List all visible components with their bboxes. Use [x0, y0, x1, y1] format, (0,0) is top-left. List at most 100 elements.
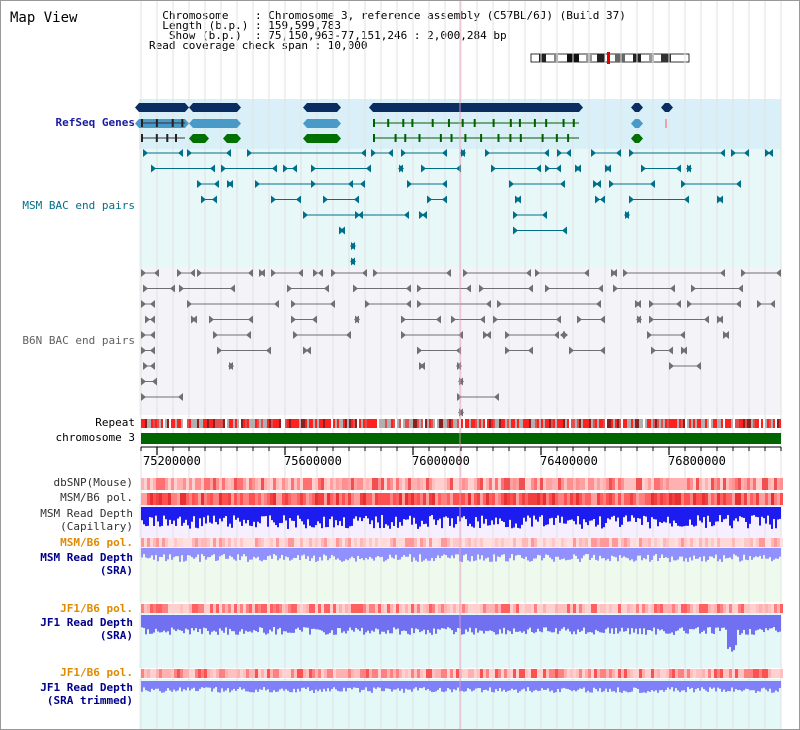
msm-pol2-cell: [423, 538, 426, 547]
jf1-depth-trim-bar: [259, 681, 261, 690]
msm-depth-sra-bar: [777, 548, 779, 559]
repeat-cell: [537, 419, 539, 428]
msm-depth-cap-bar: [393, 507, 395, 526]
jf1-pol-cell: [699, 604, 702, 613]
b6n-bac-label[interactable]: B6N BAC end pairs: [22, 334, 135, 347]
msm-depth-cap-bar: [603, 507, 605, 528]
msm-depth-cap-bar: [609, 507, 611, 520]
jf1-depth-sra-bar: [173, 615, 175, 630]
jf1-depth-trim-label-1[interactable]: JF1 Read Depth: [40, 681, 133, 694]
dbsnp-cell: [399, 478, 402, 490]
msm-depth-sra-bar: [155, 548, 157, 555]
polymorphism-heat-tracks: [141, 478, 783, 678]
msm-depth-cap-bar: [339, 507, 341, 522]
repeat-cell: [521, 419, 523, 428]
msm-pol2-cell: [528, 538, 531, 547]
repeat-cell: [585, 419, 587, 428]
msm-depth-cap-bar: [681, 507, 683, 527]
jf1-pol2-cell: [237, 669, 240, 678]
msm-depth-sra-bar: [323, 548, 325, 555]
msm-depth-cap-bar: [585, 507, 587, 523]
chromosome-label[interactable]: chromosome 3: [55, 431, 135, 444]
msm-depth-sra-bar: [569, 548, 571, 560]
msm-depth-sra-bar: [533, 548, 535, 559]
msm-depth-sra-bar: [169, 548, 171, 555]
msm-pol-cell: [273, 493, 276, 505]
repeat-cell: [717, 419, 719, 428]
dbsnp-cell: [717, 478, 720, 490]
jf1-depth-sra-label-1[interactable]: JF1 Read Depth: [40, 616, 133, 629]
msm-bac-pair-end: [427, 195, 432, 204]
msm-pol2-cell: [207, 538, 210, 547]
msm-pol-cell: [603, 493, 606, 505]
jf1-depth-sra-bar: [209, 615, 211, 635]
jf1-depth-trim-bar: [255, 681, 257, 690]
msm-pol-cell: [390, 493, 393, 505]
jf1-pol2-cell: [321, 669, 324, 678]
msm-depth-sra-bar: [761, 548, 763, 559]
refseq-label[interactable]: RefSeq Genes: [55, 116, 135, 129]
msm-pol-cell: [174, 493, 177, 505]
jf1-pol2-cell: [747, 669, 750, 678]
jf1-pol2-cell: [267, 669, 270, 678]
repeat-label[interactable]: Repeat: [95, 416, 135, 429]
msm-depth-cap-label-1[interactable]: MSM Read Depth: [40, 507, 133, 520]
repeat-cell: [317, 419, 319, 428]
dbsnp-cell: [504, 478, 507, 490]
msm-pol-cell: [663, 493, 666, 505]
jf1-depth-sra-bar: [695, 615, 697, 629]
jf1-depth-sra-bar: [509, 615, 511, 632]
msm-depth-sra-bar: [309, 548, 311, 561]
jf1-pol-cell: [516, 604, 519, 613]
jf1-pol2-cell: [501, 669, 504, 678]
jf1-depth-sra-bar: [237, 615, 239, 635]
jf1-depth-trim-bar: [173, 681, 175, 690]
msm-depth-cap-bar: [703, 507, 705, 518]
msm-bac-label[interactable]: MSM BAC end pairs: [22, 199, 135, 212]
jf1-depth-sra-bar: [707, 615, 709, 628]
jf1-depth-trim-bar: [745, 681, 747, 689]
jf1-pol-cell: [321, 604, 324, 613]
jf1-pol-cell: [663, 604, 666, 613]
b6n-bac-pair-end: [436, 315, 441, 324]
repeat-cell: [193, 419, 195, 428]
msm-bac-pair-end: [744, 149, 749, 157]
repeat-cell: [315, 419, 317, 428]
jf1-pol2-cell: [549, 669, 552, 678]
gene-exon: [509, 119, 512, 127]
msm-depth-cap-bar: [575, 507, 577, 525]
gene-block: [193, 134, 205, 143]
repeat-cell: [447, 419, 449, 428]
msm-pol-cell: [150, 493, 153, 505]
jf1-depth-trim-bar: [589, 681, 591, 693]
jf1-pol-label[interactable]: JF1/B6 pol.: [60, 602, 133, 615]
b6n-bac-pair-end: [680, 331, 685, 339]
jf1-pol-cell: [495, 604, 498, 613]
jf1-pol-label-2[interactable]: JF1/B6 pol.: [60, 666, 133, 679]
jf1-pol2-cell: [738, 669, 741, 678]
jf1-pol2-cell: [207, 669, 210, 678]
dbsnp-label[interactable]: dbSNP(Mouse): [53, 476, 133, 489]
jf1-depth-trim-bar: [777, 681, 779, 692]
b6n-bac-pair-end: [313, 269, 318, 277]
msm-pol-label[interactable]: MSM/B6 pol.: [60, 491, 133, 504]
b6n-bac-pair-end: [177, 269, 182, 277]
b6n-bac-pair-end: [417, 284, 422, 293]
b6n-bac-pair-end: [230, 284, 235, 293]
b6n-bac-pair-end: [145, 315, 150, 324]
jf1-pol2-cell: [510, 669, 513, 678]
msm-depth-sra-bar: [507, 548, 509, 562]
msm-depth-cap-bar: [699, 507, 701, 521]
msm-pol-label-2[interactable]: MSM/B6 pol.: [60, 536, 133, 549]
msm-pol2-cell: [582, 538, 585, 547]
jf1-pol-cell: [411, 604, 414, 613]
dbsnp-cell: [708, 478, 711, 490]
jf1-pol2-cell: [711, 669, 714, 678]
msm-depth-sra-bar: [291, 548, 293, 560]
msm-depth-sra-bar: [205, 548, 207, 560]
msm-depth-cap-bar: [347, 507, 349, 529]
msm-depth-sra-label-1[interactable]: MSM Read Depth: [40, 551, 133, 564]
jf1-pol2-cell: [339, 669, 342, 678]
repeat-cell: [747, 419, 749, 428]
msm-depth-cap-bar: [255, 507, 257, 528]
